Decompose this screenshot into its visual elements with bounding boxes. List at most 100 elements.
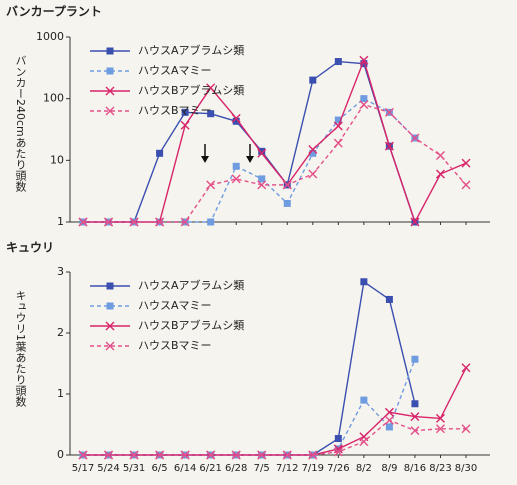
- marker: [308, 144, 318, 154]
- marker: [333, 447, 343, 457]
- marker: [410, 133, 420, 143]
- y-tick-label: 1000: [36, 30, 64, 43]
- legend-marker: [105, 321, 115, 331]
- legend-marker: [106, 302, 114, 310]
- x-tick-label: 8/30: [455, 463, 477, 474]
- marker: [360, 278, 368, 286]
- marker: [435, 424, 445, 434]
- marker: [334, 116, 342, 124]
- marker: [384, 415, 394, 425]
- marker: [231, 450, 241, 460]
- marker: [461, 424, 471, 434]
- marker: [232, 162, 240, 170]
- marker: [258, 175, 266, 183]
- marker: [207, 110, 215, 118]
- y-tick-label: 100: [43, 92, 64, 105]
- marker: [360, 60, 368, 68]
- y-tick-label: 0: [57, 448, 64, 461]
- legend-label: ハウスBアブラムシ類: [138, 318, 244, 332]
- legend-marker: [106, 282, 114, 290]
- marker: [385, 295, 393, 303]
- marker: [359, 55, 369, 65]
- marker: [78, 450, 88, 460]
- marker: [283, 199, 291, 207]
- marker: [461, 180, 471, 190]
- legend-label: ハウスBマミー: [138, 104, 212, 117]
- x-tick-label: 5/31: [123, 463, 145, 474]
- marker: [78, 217, 88, 227]
- marker: [282, 180, 292, 190]
- marker: [410, 426, 420, 436]
- arrow: [201, 144, 209, 163]
- marker: [180, 450, 190, 460]
- arrow: [246, 144, 254, 163]
- x-tick-label: 7/26: [327, 463, 349, 474]
- x-tick-label: 6/28: [225, 463, 247, 474]
- x-tick-label: 8/2: [356, 463, 372, 474]
- marker: [410, 217, 420, 227]
- series-line: [83, 358, 416, 456]
- marker: [308, 169, 318, 179]
- marker: [129, 450, 139, 460]
- y-axis-label: キュウリ1葉あたり頭数: [14, 290, 27, 408]
- marker: [129, 217, 139, 227]
- marker: [231, 113, 241, 123]
- marker: [231, 174, 241, 184]
- marker: [384, 407, 394, 417]
- marker: [411, 400, 419, 408]
- marker: [155, 217, 165, 227]
- legend-label: ハウスAマミー: [138, 299, 212, 312]
- legend-marker: [105, 341, 115, 351]
- legend-label: ハウスBマミー: [138, 339, 212, 352]
- y-tick-label: 1: [57, 215, 64, 228]
- marker: [411, 355, 419, 363]
- marker: [258, 147, 266, 155]
- x-tick-label: 6/14: [174, 463, 196, 474]
- marker: [333, 138, 343, 148]
- x-tick-label: 7/5: [254, 463, 270, 474]
- y-tick-label: 10: [50, 153, 64, 166]
- legend-label: ハウスAアブラムシ類: [138, 43, 244, 57]
- chart-title: バンカープラント: [6, 4, 102, 19]
- marker: [308, 450, 318, 460]
- x-tick-label: 5/24: [97, 463, 119, 474]
- y-tick-label: 2: [57, 326, 64, 339]
- marker: [155, 450, 165, 460]
- y-tick-label: 1: [57, 387, 64, 400]
- marker: [334, 58, 342, 66]
- marker: [104, 450, 114, 460]
- legend-marker: [105, 106, 115, 116]
- x-tick-label: 8/9: [381, 463, 397, 474]
- marker: [257, 180, 267, 190]
- marker: [257, 148, 267, 158]
- x-tick-label: 5/17: [72, 463, 94, 474]
- marker: [232, 117, 240, 125]
- marker: [384, 141, 394, 151]
- y-axis-label: バンカー240cmあたり頭数: [14, 55, 27, 192]
- marker: [461, 158, 471, 168]
- marker: [309, 149, 317, 157]
- legend-label: ハウスAマミー: [138, 64, 212, 77]
- marker: [206, 180, 216, 190]
- marker: [333, 121, 343, 131]
- marker: [257, 450, 267, 460]
- chart-title: キュウリ: [6, 241, 54, 255]
- marker: [360, 95, 368, 103]
- marker: [181, 108, 189, 116]
- marker: [359, 437, 369, 447]
- marker: [461, 363, 471, 373]
- marker: [156, 149, 164, 157]
- x-tick-label: 6/5: [152, 463, 168, 474]
- marker: [282, 450, 292, 460]
- marker: [206, 450, 216, 460]
- x-tick-label: 7/12: [276, 463, 298, 474]
- marker: [104, 217, 114, 227]
- y-tick-label: 3: [57, 265, 64, 278]
- series-line: [83, 103, 467, 223]
- series-line: [83, 97, 416, 223]
- marker: [309, 76, 317, 84]
- marker: [435, 169, 445, 179]
- marker: [435, 150, 445, 160]
- legend-marker: [106, 47, 114, 55]
